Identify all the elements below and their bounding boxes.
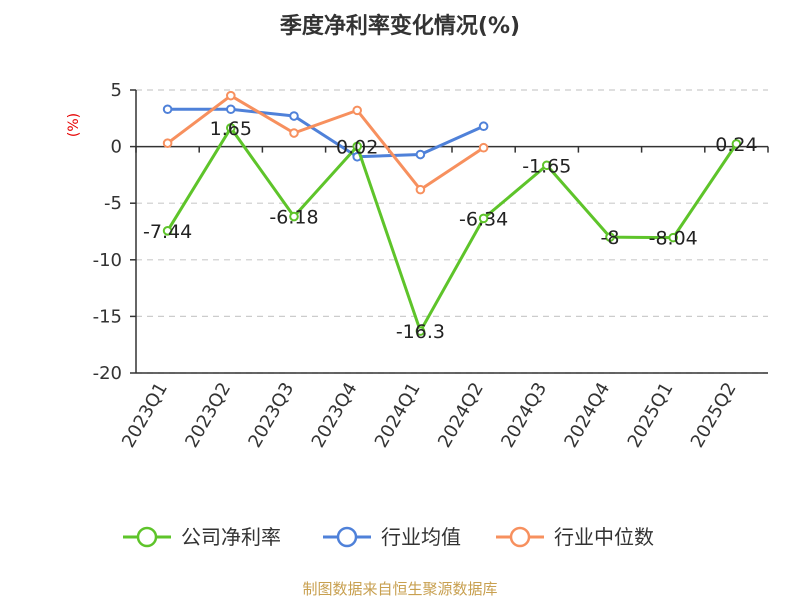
data-point (415, 149, 426, 160)
data-point (226, 123, 236, 133)
y-tick-label: -15 (93, 306, 122, 327)
source-note: 制图数据来自恒生聚源数据库 (302, 580, 497, 598)
x-tick-label: 2024Q1 (371, 379, 425, 451)
x-tick-label: 2023Q3 (244, 379, 298, 451)
series (162, 90, 742, 336)
legend-marker (136, 526, 158, 548)
data-label: 0.02 (336, 136, 378, 158)
data-label: -7.44 (143, 221, 192, 243)
legend-item[interactable]: 行业均值 (323, 525, 461, 549)
legend-item[interactable]: 公司净利率 (123, 525, 281, 549)
y-axis-label: (%) (66, 113, 82, 137)
data-point (226, 104, 236, 115)
y-tick-label: 0 (111, 137, 122, 158)
data-point (415, 326, 426, 336)
data-point (478, 121, 489, 132)
data-label: -6.18 (269, 207, 318, 229)
data-labels: -7.44 1.65 -6.18 0.02 -16.3 -6.34 -1.65 -8 -8.04… (143, 118, 758, 343)
legend-label: 行业中位数 (554, 525, 654, 549)
data-point (162, 138, 173, 149)
x-tick-label: 2025Q1 (624, 379, 678, 451)
data-label: 1.65 (210, 118, 252, 140)
x-tick-label: 2024Q4 (560, 379, 614, 451)
legend-marker (336, 526, 358, 548)
legend[interactable]: 公司净利率 行业均值 行业中位数 (123, 525, 654, 549)
data-point (162, 226, 173, 236)
x-tick-label: 2024Q2 (434, 379, 488, 451)
data-point (478, 213, 489, 224)
y-tick-label: -20 (93, 363, 122, 384)
x-tick-label: 2023Q4 (308, 379, 362, 451)
data-label: -6.34 (459, 208, 508, 230)
y-tick-label: 5 (111, 80, 122, 101)
legend-marker (509, 526, 531, 548)
data-point (731, 139, 742, 149)
legend-item[interactable]: 行业中位数 (496, 525, 654, 549)
y-tick-label: -5 (104, 193, 122, 214)
legend-label: 行业均值 (381, 525, 461, 549)
data-point (162, 104, 173, 115)
y-tick-label: -10 (93, 250, 122, 271)
data-point (226, 90, 236, 101)
data-point (478, 142, 489, 153)
x-tick-label: 2024Q3 (497, 379, 551, 451)
legend-label: 公司净利率 (181, 525, 281, 549)
data-label: -1.65 (522, 155, 571, 177)
x-tick-label: 2023Q2 (181, 379, 235, 451)
data-point (289, 128, 299, 138)
data-point (352, 105, 363, 116)
data-label: -16.3 (396, 321, 445, 343)
data-point (289, 111, 299, 121)
data-label: 0.24 (715, 134, 757, 156)
series-line (166, 126, 738, 333)
data-point (415, 184, 426, 195)
chart-title: 季度净利率变化情况(%) (280, 13, 520, 39)
data-point (605, 232, 615, 242)
data-point (352, 141, 363, 152)
data-label: -8 (601, 227, 620, 249)
data-point (542, 160, 552, 171)
series-line (167, 107, 485, 159)
data-point (668, 232, 679, 243)
data-point (289, 211, 299, 222)
x-tick-label: 2025Q2 (687, 379, 741, 451)
data-label: -8.04 (649, 228, 698, 250)
series-line (166, 94, 485, 192)
x-tick-label: 2023Q1 (118, 379, 172, 451)
